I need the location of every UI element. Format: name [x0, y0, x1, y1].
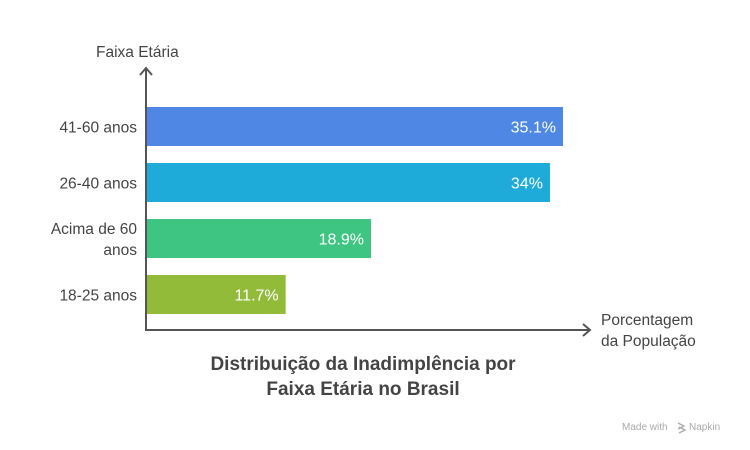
bar-2	[147, 219, 371, 258]
napkin-watermark: Made with Napkin	[622, 422, 720, 434]
bar-0	[147, 107, 563, 146]
bar-1	[147, 163, 550, 202]
category-label: 18-25 anos	[59, 288, 137, 305]
napkin-brand-text: Napkin	[689, 422, 720, 433]
bar-value-label: 35.1%	[511, 120, 556, 137]
y-axis-label: Faixa Etária	[96, 44, 179, 61]
x-axis-label-line2: da População	[601, 333, 696, 350]
bar-value-label: 34%	[511, 176, 543, 193]
y-axis-arrow	[139, 66, 153, 76]
bar-value-label: 11.7%	[234, 288, 278, 305]
category-label: anos	[103, 242, 137, 259]
napkin-logo-icon	[677, 422, 687, 434]
category-label: Acima de 60	[51, 221, 138, 238]
x-axis-arrow	[582, 323, 592, 337]
category-label: 41-60 anos	[59, 120, 137, 137]
category-label: 26-40 anos	[59, 176, 137, 193]
chart-title-line1: Distribuição da Inadimplência por	[210, 354, 516, 375]
x-axis-label-line1: Porcentagem	[601, 312, 693, 329]
bar-3	[147, 275, 286, 314]
bar-value-label: 18.9%	[319, 232, 364, 249]
made-with-text: Made with	[622, 422, 668, 433]
chart-title-line2: Faixa Etária no Brasil	[266, 379, 459, 400]
